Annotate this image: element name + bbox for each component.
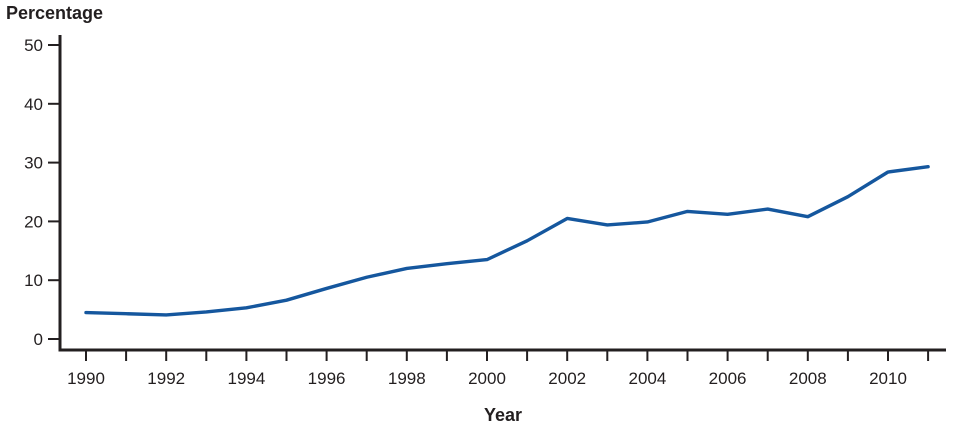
y-axis-title: Percentage: [6, 3, 104, 23]
y-tick-label: 40: [24, 95, 43, 114]
y-tick-label: 20: [24, 212, 43, 231]
x-tick-label: 2000: [468, 369, 506, 388]
x-tick-label: 1998: [388, 369, 426, 388]
y-tick-label: 30: [24, 154, 43, 173]
x-tick-label: 2002: [548, 369, 586, 388]
x-tick-label: 2004: [628, 369, 666, 388]
y-tick-label: 0: [34, 330, 43, 349]
y-tick-label: 10: [24, 271, 43, 290]
x-tick-label: 1990: [67, 369, 105, 388]
data-line-percentage: [84, 165, 930, 317]
x-tick-label: 2010: [869, 369, 907, 388]
x-tick-label: 1994: [227, 369, 265, 388]
x-axis-title: Year: [483, 405, 523, 425]
y-tick-label: 50: [24, 36, 43, 55]
x-tick-label: 2006: [709, 369, 747, 388]
x-tick-label: 1996: [308, 369, 346, 388]
x-tick-label: 1992: [147, 369, 185, 388]
x-tick-label: 2008: [789, 369, 827, 388]
